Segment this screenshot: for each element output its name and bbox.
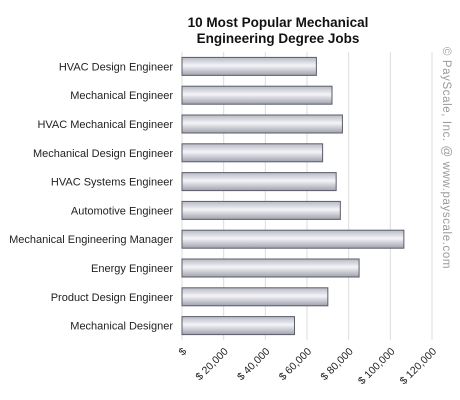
bar (181, 200, 341, 220)
category-label: HVAC Design Engineer (59, 61, 173, 73)
bar (181, 172, 337, 192)
x-tick-label: $ 60,000 (277, 346, 314, 383)
bar (181, 114, 343, 134)
x-tick-label: $ 20,000 (193, 346, 230, 383)
category-label: Mechanical Design Engineer (33, 148, 173, 160)
category-label: HVAC Mechanical Engineer (37, 119, 173, 131)
bar (181, 143, 324, 163)
category-labels: HVAC Design Engineer Mechanical Engineer H… (9, 61, 173, 332)
bar (181, 316, 295, 336)
bars (181, 56, 405, 336)
x-tick-label: $ 120,000 (398, 346, 440, 388)
x-axis-tick-labels: $ $ 20,000 $ 40,000 $ 60,000 $ 80,000 $ 100,0… (177, 346, 440, 388)
category-label: Mechanical Engineer (70, 90, 173, 102)
x-tick-label: $ 80,000 (318, 346, 355, 383)
x-tick-label: $ (177, 346, 190, 359)
bar (181, 56, 317, 76)
bar (181, 85, 333, 105)
x-tick-label: $ 40,000 (235, 346, 272, 383)
category-label: Automotive Engineer (71, 205, 173, 217)
bar (181, 287, 329, 307)
category-label: Mechanical Engineering Manager (9, 234, 173, 246)
chart-title-line-2: Engineering Degree Jobs (197, 31, 360, 46)
watermark-text: © PayScale, Inc. @ www.payscale.com (440, 47, 452, 269)
category-label: Mechanical Designer (70, 321, 173, 333)
category-label: Energy Engineer (91, 263, 173, 275)
chart-title-line-1: 10 Most Popular Mechanical (188, 15, 369, 30)
category-label: Product Design Engineer (51, 292, 174, 304)
bar (181, 258, 360, 278)
category-label: HVAC Systems Engineer (51, 177, 173, 189)
x-tick-label: $ 100,000 (356, 346, 398, 388)
bar (181, 229, 405, 249)
